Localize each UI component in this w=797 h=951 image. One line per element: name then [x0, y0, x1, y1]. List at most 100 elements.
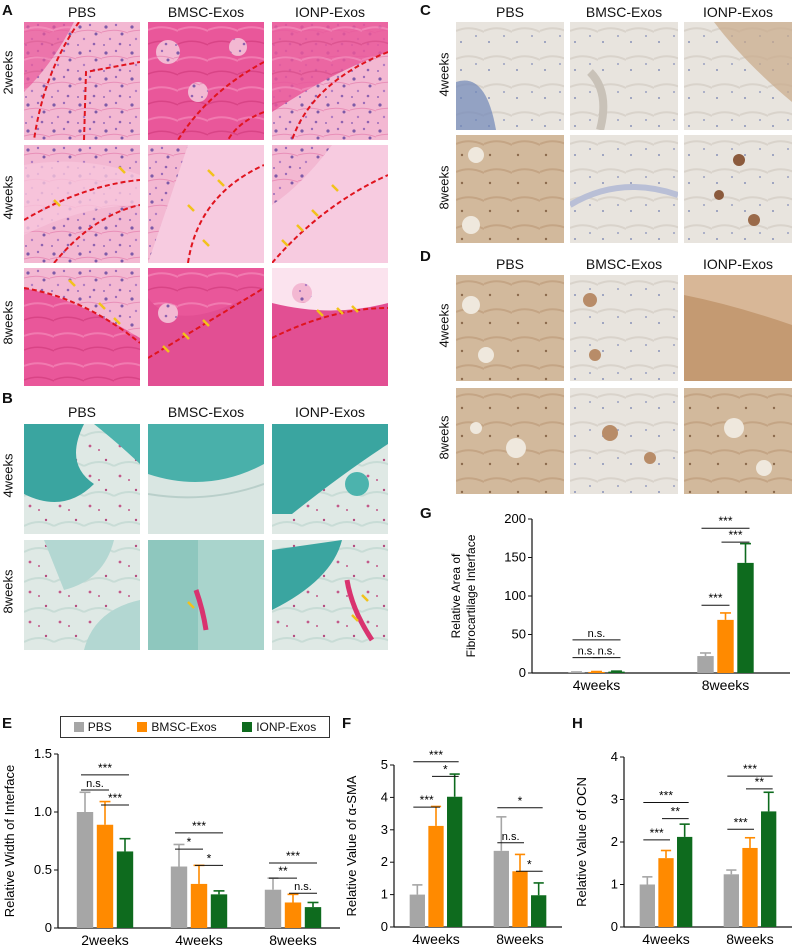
- ihc-c-image-pbs-4weeks: [456, 22, 564, 130]
- x-tick-label: 4weeks: [412, 931, 459, 947]
- he-image-ionp-4weeks: [272, 145, 388, 263]
- bar: [76, 812, 94, 928]
- significance-label: **: [755, 775, 765, 789]
- y-tick-label: 1.0: [34, 804, 52, 819]
- y-tick-label: 3: [611, 792, 618, 807]
- panel-letter-h: H: [572, 715, 583, 732]
- bar: [737, 562, 754, 673]
- x-tick-label: 8weeks: [702, 677, 749, 693]
- ihc-c-image-bmsc-8weeks: [570, 135, 678, 243]
- x-tick-label: 4weeks: [642, 931, 689, 947]
- y-axis-label: Relative Value of OCN: [574, 777, 589, 907]
- bar: [742, 847, 758, 927]
- y-tick-label: 1.5: [34, 746, 52, 761]
- bar: [493, 850, 509, 927]
- bar: [210, 894, 228, 928]
- bar: [116, 851, 134, 928]
- ihc-d-image-bmsc-4weeks: [570, 275, 678, 381]
- ihc-c-image-pbs-8weeks: [456, 135, 564, 243]
- significance-label: ***: [728, 528, 742, 542]
- significance-label: ***: [718, 514, 732, 528]
- legend-item-ionp: IONP-Exos: [242, 720, 316, 734]
- significance-label: ***: [650, 826, 664, 840]
- y-tick-label: 4: [381, 789, 388, 804]
- panel-a-row-4weeks: 4weeks: [0, 175, 16, 220]
- legend-label-bmsc: BMSC-Exos: [151, 720, 217, 734]
- y-tick-label: 0: [45, 920, 52, 935]
- bar: [531, 895, 547, 927]
- x-tick-label: 8weeks: [726, 931, 773, 947]
- panel-a-row-2weeks: 2weeks: [0, 50, 16, 95]
- safranin-image-ionp-8weeks: [272, 540, 388, 650]
- panel-letter-f: F: [342, 715, 352, 732]
- he-image-pbs-2weeks: [24, 22, 140, 140]
- he-image-pbs-4weeks: [24, 145, 140, 263]
- he-image-ionp-2weeks: [272, 22, 388, 140]
- y-tick-label: 1: [611, 877, 618, 892]
- x-tick-label: 4weeks: [573, 677, 620, 693]
- significance-label: ***: [108, 791, 122, 805]
- y-tick-label: 0.5: [34, 862, 52, 877]
- panel-c-col-ionp: IONP-Exos: [702, 4, 773, 20]
- significance-label: n.s.: [502, 831, 520, 843]
- significance-label: *: [518, 794, 523, 808]
- legend-swatch-pbs: [73, 722, 84, 732]
- y-tick-label: 100: [504, 588, 526, 603]
- significance-label: *: [207, 851, 212, 865]
- bar: [588, 671, 605, 673]
- bar: [190, 883, 208, 928]
- panel-d-row-8weeks: 8weeks: [436, 415, 452, 460]
- panel-b-col-bmsc: BMSC-Exos: [167, 404, 245, 420]
- y-tick-label: 0: [381, 919, 388, 934]
- y-axis-label-line: Relative Area of: [449, 553, 463, 638]
- legend-item-pbs: PBS: [73, 720, 112, 734]
- significance-label: ***: [286, 849, 300, 863]
- y-tick-label: 3: [381, 822, 388, 837]
- significance-label: ***: [420, 793, 434, 807]
- legend-item-bmsc: BMSC-Exos: [137, 720, 217, 734]
- panel-letter-c: C: [420, 2, 431, 19]
- bar: [170, 866, 188, 928]
- ihc-d-image-pbs-4weeks: [456, 275, 564, 381]
- bar: [512, 871, 528, 927]
- significance-label: n.s.: [294, 881, 312, 893]
- significance-label: ***: [192, 819, 206, 833]
- significance-label: ***: [734, 815, 748, 829]
- legend-label-ionp: IONP-Exos: [256, 720, 317, 734]
- bar: [658, 858, 674, 927]
- bar: [639, 884, 655, 927]
- significance-label: *: [187, 835, 192, 849]
- legend-swatch-bmsc: [137, 722, 148, 732]
- he-image-bmsc-2weeks: [148, 22, 264, 140]
- he-image-ionp-8weeks: [272, 268, 388, 386]
- he-image-pbs-8weeks: [24, 268, 140, 386]
- bar: [284, 902, 302, 928]
- bar: [304, 907, 322, 928]
- y-tick-label: 4: [611, 749, 618, 764]
- panel-d-col-ionp: IONP-Exos: [702, 256, 773, 272]
- x-tick-label: 8weeks: [496, 931, 543, 947]
- ihc-d-image-bmsc-8weeks: [570, 388, 678, 494]
- significance-label: *: [443, 762, 448, 776]
- bar: [761, 811, 777, 927]
- panel-a-row-8weeks: 8weeks: [0, 300, 16, 345]
- y-tick-label: 0: [611, 919, 618, 934]
- y-tick-label: 0: [519, 665, 526, 680]
- panel-b-row-4weeks: 4weeks: [0, 453, 16, 498]
- bar: [677, 836, 693, 927]
- chart-g: 0 50 100 150 200 Relative Area ofFibrocartila…: [449, 511, 790, 693]
- bar: [264, 889, 282, 928]
- ihc-c-image-ionp-4weeks: [684, 22, 792, 130]
- y-axis-label: Relative Value of α-SMA: [344, 775, 359, 916]
- significance-label: n.s.: [598, 646, 616, 658]
- significance-label: ***: [429, 748, 443, 762]
- ihc-d-image-ionp-4weeks: [684, 275, 792, 381]
- significance-label: **: [671, 805, 681, 819]
- panel-c-col-bmsc: BMSC-Exos: [585, 4, 663, 20]
- safranin-image-pbs-4weeks: [24, 424, 140, 534]
- y-tick-label: 5: [381, 757, 388, 772]
- panel-a-col-bmsc: BMSC-Exos: [167, 4, 245, 20]
- y-tick-label: 200: [504, 511, 526, 526]
- significance-label: ***: [98, 761, 112, 775]
- panel-c-col-pbs: PBS: [495, 4, 524, 20]
